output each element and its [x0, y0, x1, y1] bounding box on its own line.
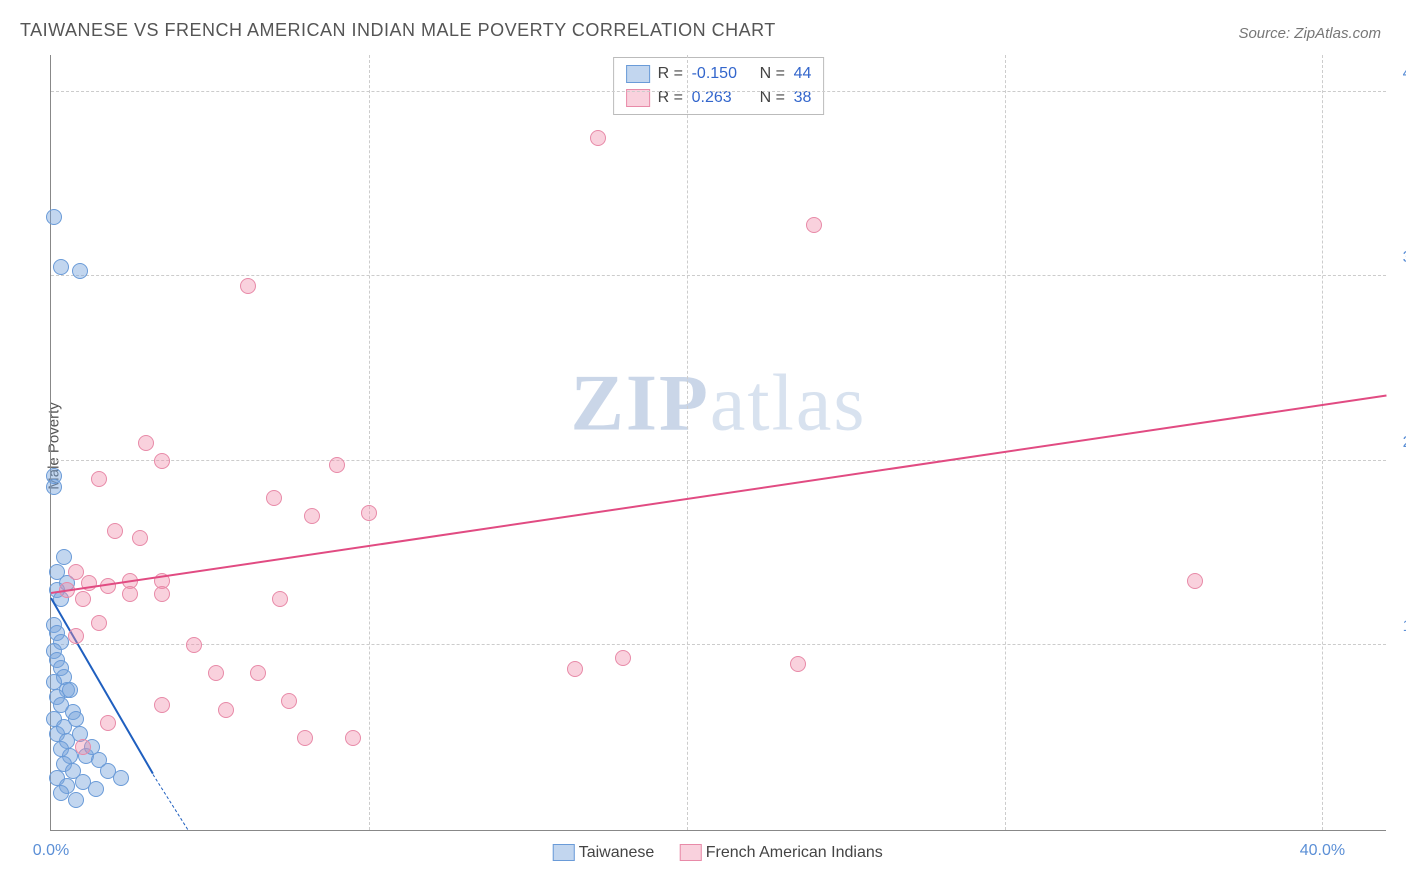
- y-tick-label: 20.0%: [1393, 434, 1406, 452]
- data-point: [218, 702, 234, 718]
- data-point: [53, 259, 69, 275]
- data-point: [208, 665, 224, 681]
- watermark: ZIPatlas: [571, 358, 867, 449]
- correlation-legend: R = -0.150 N = 44 R =0.263N =38: [613, 57, 825, 115]
- data-point: [590, 130, 606, 146]
- data-point: [186, 637, 202, 653]
- data-point: [345, 730, 361, 746]
- data-point: [154, 453, 170, 469]
- data-point: [272, 591, 288, 607]
- data-point: [91, 471, 107, 487]
- watermark-bold: ZIP: [571, 359, 710, 447]
- data-point: [122, 586, 138, 602]
- data-point: [56, 549, 72, 565]
- grid-line-v: [687, 55, 688, 830]
- data-point: [46, 468, 62, 484]
- data-point: [297, 730, 313, 746]
- data-point: [329, 457, 345, 473]
- data-point: [100, 578, 116, 594]
- data-point: [240, 278, 256, 294]
- source-credit: Source: ZipAtlas.com: [1238, 25, 1381, 42]
- data-point: [68, 792, 84, 808]
- data-point: [615, 650, 631, 666]
- data-point: [154, 586, 170, 602]
- y-tick-label: 10.0%: [1393, 618, 1406, 636]
- data-point: [68, 628, 84, 644]
- x-tick-label: 0.0%: [33, 842, 69, 860]
- legend-item: French American Indians: [679, 844, 882, 862]
- data-point: [304, 508, 320, 524]
- data-point: [361, 505, 377, 521]
- data-point: [567, 661, 583, 677]
- chart-title: TAIWANESE VS FRENCH AMERICAN INDIAN MALE…: [20, 20, 776, 41]
- data-point: [75, 591, 91, 607]
- data-point: [75, 739, 91, 755]
- data-point: [68, 711, 84, 727]
- data-point: [107, 523, 123, 539]
- data-point: [132, 530, 148, 546]
- data-point: [806, 217, 822, 233]
- trend-line-extrap: [152, 774, 188, 830]
- legend-row: R =0.263N =38: [626, 86, 812, 110]
- y-tick-label: 40.0%: [1393, 65, 1406, 83]
- grid-line-h: [51, 644, 1386, 645]
- chart-area: ZIPatlas R =-0.150N =44R =0.263N =38 10.…: [50, 55, 1385, 830]
- data-point: [790, 656, 806, 672]
- data-point: [62, 682, 78, 698]
- data-point: [138, 435, 154, 451]
- x-tick-label: 40.0%: [1300, 842, 1345, 860]
- legend-swatch: [552, 844, 574, 861]
- data-point: [266, 490, 282, 506]
- grid-line-v: [1005, 55, 1006, 830]
- legend-item: Taiwanese: [552, 844, 654, 862]
- legend-n-label: N =: [760, 65, 786, 83]
- data-point: [1187, 573, 1203, 589]
- series-legend: Taiwanese French American Indians: [552, 844, 883, 862]
- grid-line-v: [1322, 55, 1323, 830]
- legend-r-label: R =: [658, 65, 684, 83]
- data-point: [72, 263, 88, 279]
- legend-swatch: [679, 844, 701, 861]
- watermark-light: atlas: [710, 359, 867, 447]
- grid-line-h: [51, 91, 1386, 92]
- data-point: [250, 665, 266, 681]
- plot-region: ZIPatlas R =-0.150N =44R =0.263N =38 10.…: [50, 55, 1386, 831]
- legend-label: French American Indians: [706, 844, 883, 861]
- legend-r-value: -0.150: [692, 65, 752, 83]
- data-point: [100, 715, 116, 731]
- y-tick-label: 30.0%: [1393, 249, 1406, 267]
- data-point: [46, 209, 62, 225]
- trend-line: [51, 394, 1386, 593]
- grid-line-h: [51, 460, 1386, 461]
- data-point: [53, 785, 69, 801]
- legend-n-value: 44: [794, 65, 812, 83]
- legend-label: Taiwanese: [579, 844, 655, 861]
- data-point: [91, 615, 107, 631]
- legend-row: R = -0.150 N = 44: [626, 62, 812, 86]
- grid-line-h: [51, 275, 1386, 276]
- legend-swatch: [626, 65, 650, 83]
- data-point: [154, 697, 170, 713]
- grid-line-v: [369, 55, 370, 830]
- data-point: [281, 693, 297, 709]
- data-point: [113, 770, 129, 786]
- data-point: [88, 781, 104, 797]
